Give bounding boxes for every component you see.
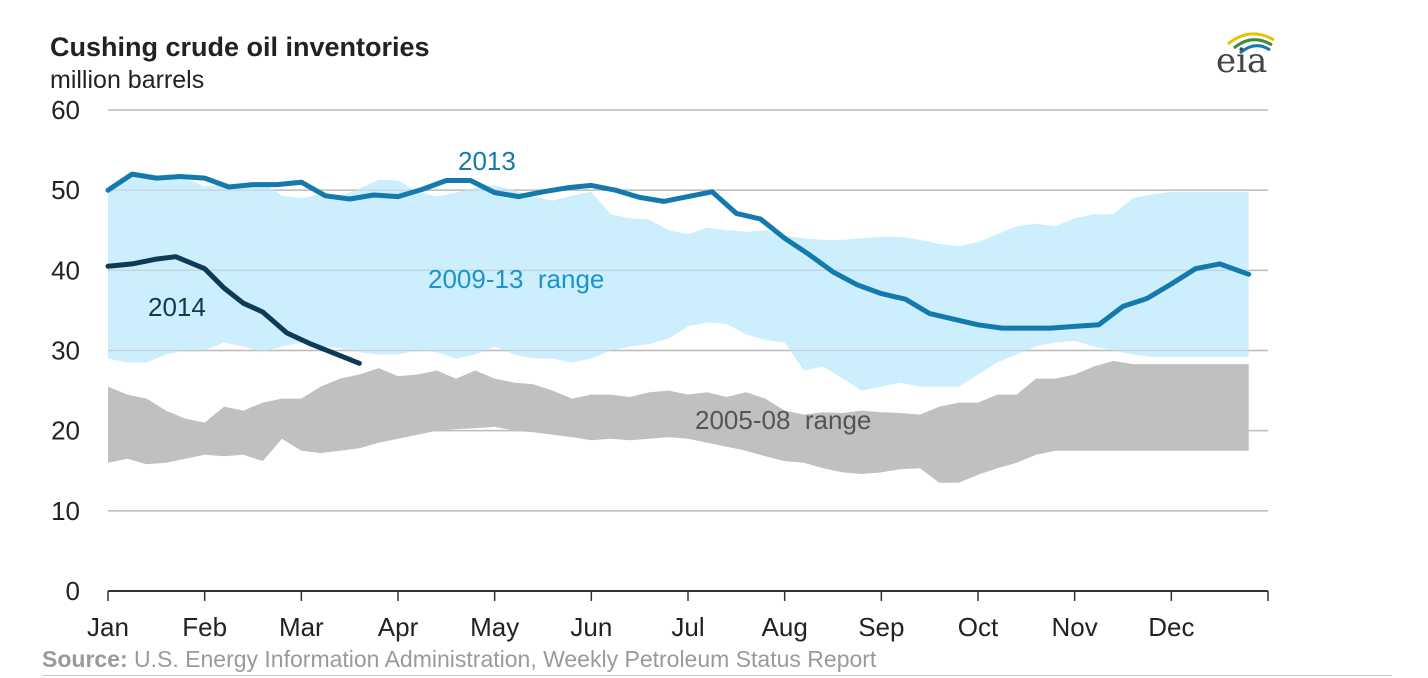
band-2005-08 xyxy=(108,360,1249,483)
chart-title: Cushing crude oil inventories xyxy=(50,32,430,62)
eia-logo-arc-blue xyxy=(1239,44,1271,55)
range-bands xyxy=(108,109,1268,512)
x-tick-label-apr: Apr xyxy=(378,612,419,642)
series-lines xyxy=(105,171,1252,366)
y-tick-label-20: 20 xyxy=(51,416,80,446)
source-label: Source: xyxy=(42,646,128,672)
label-2013: 2013 xyxy=(458,146,516,176)
source-rule xyxy=(42,675,1392,676)
eia-logo-arc-yellow xyxy=(1227,32,1275,46)
y-tick-label-0: 0 xyxy=(66,576,80,606)
label-2005-08-range: 2005-08 range xyxy=(695,405,871,435)
y-tick-label-40: 40 xyxy=(51,255,80,285)
chart-subtitle: million barrels xyxy=(50,66,204,94)
x-tick-label-jul: Jul xyxy=(671,612,704,642)
y-tick-label-50: 50 xyxy=(51,175,80,205)
x-tick-label-nov: Nov xyxy=(1052,612,1098,642)
eia-logo-text: eia xyxy=(1216,41,1267,81)
series-line-2014 xyxy=(105,254,362,366)
x-tick-label-feb: Feb xyxy=(182,612,227,642)
x-tick-label-may: May xyxy=(470,612,519,642)
x-tick-label-jan: Jan xyxy=(87,612,129,642)
eia-logo: eia xyxy=(1216,32,1275,81)
band-2009-13 xyxy=(108,174,1249,391)
y-tick-label-10: 10 xyxy=(51,496,80,526)
source-text: U.S. Energy Information Administration, … xyxy=(127,646,877,672)
axes: 0 10 20 30 40 50 60 Jan Feb Mar Apr May Jun Jul Aug Sep… xyxy=(51,95,1269,642)
y-tick-label-30: 30 xyxy=(51,336,80,366)
x-tick-label-aug: Aug xyxy=(762,612,808,642)
label-2009-13-range: 2009-13 range xyxy=(428,264,604,294)
y-tick-label-60: 60 xyxy=(51,95,80,125)
x-tick-label-sep: Sep xyxy=(858,612,904,642)
series-line-2013 xyxy=(105,171,1252,331)
eia-logo-arc-green xyxy=(1233,38,1273,50)
x-tick-label-mar: Mar xyxy=(279,612,324,642)
source-note: Source: U.S. Energy Information Administ… xyxy=(42,646,876,673)
x-tick-label-jun: Jun xyxy=(570,612,612,642)
x-tick-label-dec: Dec xyxy=(1148,612,1194,642)
label-2014: 2014 xyxy=(148,292,206,322)
x-tick-label-oct: Oct xyxy=(958,612,999,642)
